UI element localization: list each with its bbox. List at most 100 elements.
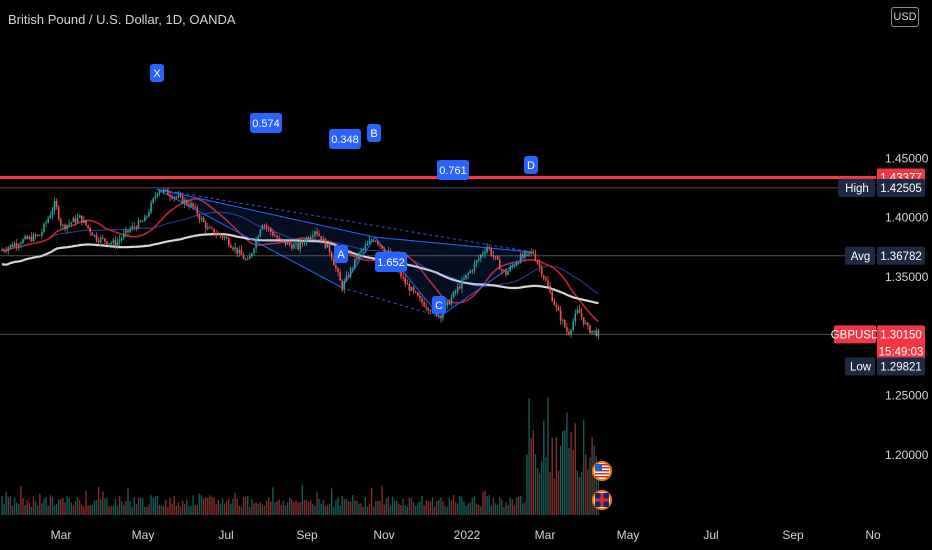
candle-body bbox=[293, 244, 295, 249]
candles bbox=[1, 187, 600, 340]
volume-bar bbox=[465, 505, 467, 515]
volume-bar bbox=[534, 454, 537, 515]
volume-bar bbox=[362, 506, 364, 515]
point-b-label: B bbox=[370, 128, 377, 140]
volume-bar bbox=[74, 501, 77, 515]
candle-body bbox=[486, 246, 488, 252]
volume-bar bbox=[11, 505, 14, 515]
high-label: High bbox=[845, 183, 869, 195]
volume-bar bbox=[165, 499, 167, 515]
candle-body bbox=[265, 225, 268, 228]
candle-body bbox=[576, 309, 579, 314]
candle-body bbox=[473, 263, 476, 271]
volume-bar bbox=[429, 501, 432, 515]
volume-bar bbox=[93, 500, 96, 515]
candle-body bbox=[211, 227, 213, 229]
candle-body bbox=[568, 331, 570, 335]
candle-body bbox=[194, 206, 196, 208]
candle-body bbox=[316, 231, 318, 235]
candle-body bbox=[186, 200, 188, 205]
volume-bar bbox=[541, 460, 543, 515]
price-axis[interactable]: 1.45000 1.40000 1.35000 1.25000 1.20000 bbox=[885, 151, 929, 462]
event-markers[interactable] bbox=[592, 461, 612, 510]
volume-bar bbox=[226, 501, 228, 515]
currency-button[interactable]: USD bbox=[891, 7, 919, 27]
candle-body bbox=[162, 189, 165, 192]
volume-bar bbox=[446, 506, 448, 515]
us-flag-icon[interactable] bbox=[592, 461, 612, 481]
ratio-label: 0.348 bbox=[331, 134, 359, 146]
volume-bar bbox=[383, 504, 385, 515]
candle-body bbox=[202, 218, 205, 223]
candle-body bbox=[404, 277, 406, 284]
volume-bar bbox=[232, 498, 234, 515]
price-tick-label: 1.40000 bbox=[885, 211, 929, 225]
volume-bar bbox=[373, 506, 375, 515]
uk-flag-icon[interactable] bbox=[592, 490, 612, 510]
volume-bar bbox=[318, 498, 320, 515]
volume-bar bbox=[595, 455, 597, 515]
flag-stripe bbox=[595, 476, 609, 478]
volume-bar bbox=[261, 504, 264, 515]
symbol-tag-bg bbox=[834, 325, 876, 344]
candle-body bbox=[530, 251, 532, 253]
volume-bar bbox=[341, 495, 343, 515]
volume-bar bbox=[139, 497, 142, 515]
volume-bar bbox=[83, 506, 85, 515]
pattern-triangle[interactable] bbox=[156, 188, 376, 289]
candle-body bbox=[312, 235, 314, 237]
volume-bar bbox=[39, 494, 41, 515]
candle-body bbox=[314, 231, 316, 236]
volume-bar bbox=[1, 496, 3, 515]
candle-body bbox=[183, 200, 186, 204]
volume-bar bbox=[194, 504, 196, 515]
candle-body bbox=[454, 291, 457, 293]
candle-body bbox=[545, 278, 547, 281]
candle-body bbox=[547, 280, 549, 287]
time-tick-label: Jul bbox=[218, 528, 233, 542]
candle-body bbox=[15, 243, 18, 247]
volume-bar bbox=[270, 501, 272, 515]
candle-body bbox=[291, 244, 293, 249]
volume-bar bbox=[284, 505, 287, 515]
xabcd-pattern[interactable] bbox=[156, 188, 534, 318]
volume-bar bbox=[444, 505, 446, 515]
volume-bar bbox=[169, 497, 171, 515]
candle-body bbox=[154, 196, 157, 199]
volume-bar bbox=[163, 505, 165, 515]
candle-body bbox=[400, 269, 402, 277]
candle-body bbox=[204, 222, 207, 229]
candle-body bbox=[127, 229, 129, 232]
time-tick-label: Nov bbox=[373, 528, 394, 542]
pattern-ratio-line bbox=[156, 188, 376, 238]
time-axis[interactable]: Mar May Jul Sep Nov 2022 Mar May Jul Sep No bbox=[51, 528, 881, 542]
candle-body bbox=[446, 301, 448, 306]
volume-bar bbox=[354, 500, 356, 515]
volume-bar bbox=[553, 478, 555, 515]
candle-body bbox=[83, 220, 85, 223]
volume-bar bbox=[223, 503, 226, 515]
volume-bars bbox=[1, 397, 600, 515]
volume-bar bbox=[381, 485, 383, 515]
volume-bar bbox=[412, 502, 415, 515]
volume-bar bbox=[286, 501, 289, 515]
candle-body bbox=[574, 313, 577, 322]
candle-body bbox=[1, 249, 3, 251]
volume-bar bbox=[18, 503, 20, 515]
volume-bar bbox=[335, 499, 337, 515]
candle-body bbox=[177, 195, 180, 198]
candle-body bbox=[74, 218, 77, 223]
candle-body bbox=[146, 216, 148, 218]
candle-body bbox=[362, 249, 364, 251]
ratio-label-bg bbox=[250, 113, 282, 133]
volume-bar bbox=[179, 506, 182, 515]
volume-bar bbox=[45, 497, 47, 515]
volume-bar bbox=[217, 500, 219, 515]
price-tick-label: 1.20000 bbox=[885, 448, 929, 462]
volume-bar bbox=[112, 505, 114, 515]
volume-bar bbox=[404, 505, 406, 515]
volume-bar bbox=[316, 491, 318, 515]
candle-body bbox=[561, 320, 564, 322]
volume-bar bbox=[471, 497, 474, 515]
